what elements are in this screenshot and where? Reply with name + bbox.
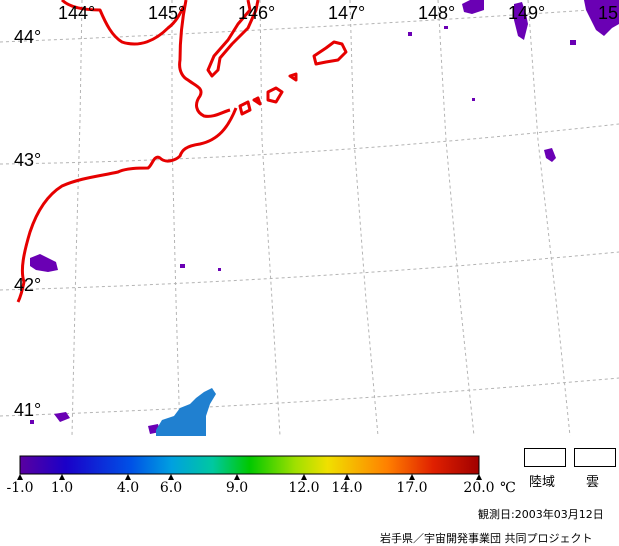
scale-tick-label: 20.0	[463, 480, 495, 496]
longitude-label-148: 148°	[418, 3, 456, 23]
hokkaido-east-coast	[60, 0, 186, 46]
credit-line: 岩手県／宇宙開発事業団 共同プロジェクト	[380, 532, 593, 545]
sst-map	[0, 0, 619, 436]
tick-mark	[409, 474, 415, 480]
parallel-41	[0, 377, 619, 417]
meridian-149	[527, 0, 571, 436]
tick-mark	[476, 474, 482, 480]
cloud-pixel	[444, 26, 448, 29]
habomai-islets	[238, 72, 298, 116]
scale-tick-label: 9.0	[225, 480, 249, 496]
tick-mark	[344, 474, 350, 480]
scale-tick-label: 12.0	[288, 480, 320, 496]
graticule	[0, 0, 619, 436]
latitude-label-42: 42°	[14, 275, 42, 295]
color-scale	[17, 455, 482, 480]
cloud-legend-label: 雲	[586, 475, 600, 490]
cloud-pixel	[218, 268, 221, 271]
scale-tick-label: -1.0	[6, 480, 34, 496]
meridian-146	[259, 0, 281, 436]
scale-tick-label: 6.0	[159, 480, 183, 496]
nemuro-peninsula	[178, 0, 231, 118]
cloud-pixels	[30, 0, 619, 434]
cloud-patch	[584, 0, 619, 36]
coastline	[16, 0, 348, 303]
scale-tick-label: 17.0	[396, 480, 428, 496]
land-legend-label: 陸域	[529, 475, 556, 490]
cloud-pixel	[472, 98, 475, 101]
tick-mark	[301, 474, 307, 480]
cloud-patch	[30, 254, 58, 272]
parallel-43	[0, 123, 619, 165]
parallel-42	[0, 251, 619, 291]
kunashiri-island	[206, 0, 260, 78]
cloud-pixel	[30, 420, 34, 424]
longitude-label-147: 147°	[328, 3, 366, 23]
land-legend-swatch	[524, 448, 566, 467]
longitude-label-150: 15	[598, 3, 619, 23]
shikotan-island	[312, 40, 348, 66]
cloud-patch	[54, 412, 70, 422]
meridian-145	[171, 0, 181, 436]
parallel-44	[0, 7, 619, 43]
longitude-label-145: 145°	[148, 3, 186, 23]
scale-tick-label: 4.0	[116, 480, 140, 496]
scale-tick-label: 14.0	[331, 480, 363, 496]
longitude-label-149: 149°	[508, 3, 546, 23]
color-bar	[19, 455, 480, 475]
tick-mark	[17, 474, 23, 480]
longitude-label-144: 144°	[58, 3, 96, 23]
cloud-pixel	[408, 32, 412, 36]
cloud-patch	[462, 0, 484, 14]
hokkaido-south-coast	[16, 107, 238, 303]
tick-mark	[234, 474, 240, 480]
cloud-pixel	[570, 40, 576, 45]
latitude-label-43: 43°	[14, 150, 42, 170]
latitude-label-44: 44°	[14, 27, 42, 47]
meridian-147	[349, 0, 379, 436]
meridian-144	[71, 0, 83, 436]
scale-tick-label: 1.0	[50, 480, 74, 496]
observation-date: 観測日:2003年03月12日	[478, 508, 604, 521]
sst-patch	[156, 388, 216, 436]
cloud-legend-swatch	[574, 448, 616, 467]
latitude-label-41: 41°	[14, 400, 42, 420]
color-bar-tick-marks	[17, 474, 482, 480]
cloud-pixel	[180, 264, 185, 268]
cloud-patch	[544, 148, 556, 162]
tick-mark	[125, 474, 131, 480]
sst-pixels	[156, 388, 216, 436]
cloud-patch	[514, 2, 528, 40]
tick-mark	[168, 474, 174, 480]
meridian-148	[437, 0, 475, 436]
longitude-label-146: 146°	[238, 3, 276, 23]
scale-unit-label: ℃	[500, 480, 516, 496]
tick-mark	[59, 474, 65, 480]
